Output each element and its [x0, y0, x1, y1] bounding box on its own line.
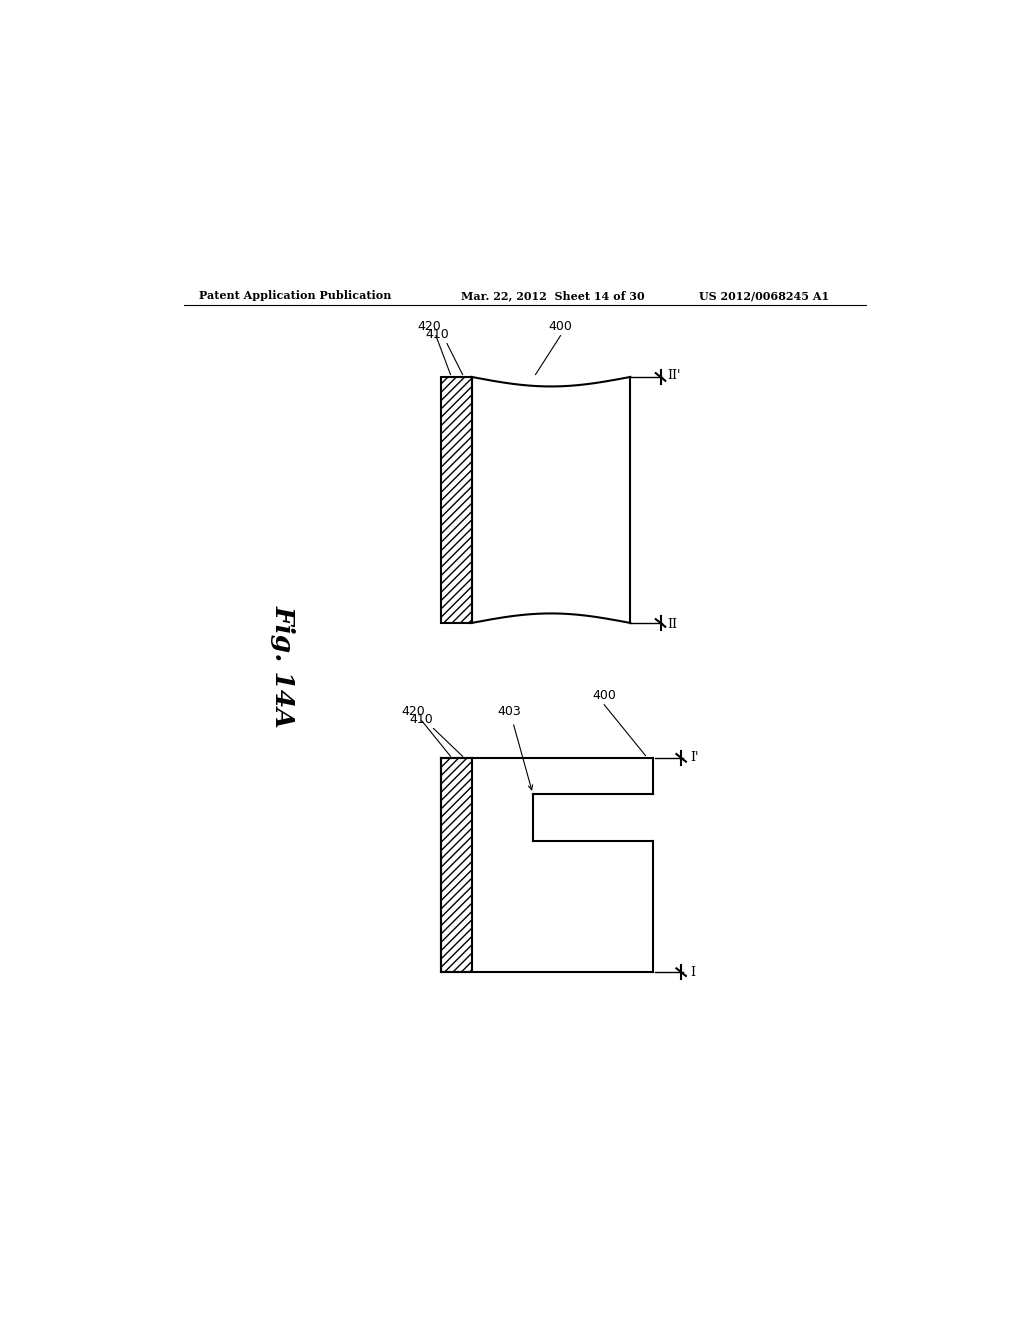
Text: I': I': [690, 751, 699, 764]
Text: Patent Application Publication: Patent Application Publication: [200, 290, 392, 301]
Text: Mar. 22, 2012  Sheet 14 of 30: Mar. 22, 2012 Sheet 14 of 30: [461, 290, 645, 301]
Text: I: I: [690, 966, 695, 978]
Text: 420: 420: [401, 705, 426, 718]
Text: US 2012/0068245 A1: US 2012/0068245 A1: [699, 290, 829, 301]
Bar: [441, 758, 472, 972]
Bar: [441, 378, 472, 623]
Text: 410: 410: [426, 329, 450, 342]
Text: Fig. 14A: Fig. 14A: [270, 606, 295, 727]
Text: 403: 403: [497, 705, 521, 718]
Text: 400: 400: [592, 689, 616, 702]
Text: II: II: [667, 618, 677, 631]
Text: 420: 420: [418, 321, 441, 333]
Text: 400: 400: [549, 321, 572, 333]
Text: 410: 410: [410, 713, 433, 726]
Text: II': II': [667, 368, 680, 381]
